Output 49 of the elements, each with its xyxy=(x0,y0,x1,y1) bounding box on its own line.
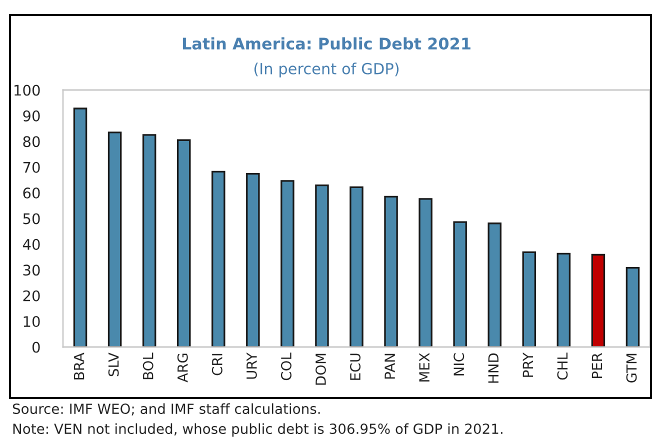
bar xyxy=(142,134,156,347)
x-tick-label: SLV xyxy=(108,352,119,376)
x-tick-label: PRY xyxy=(522,352,533,377)
bar xyxy=(626,267,640,347)
bar xyxy=(591,254,606,347)
y-tick-label: 50 xyxy=(23,213,40,224)
bar xyxy=(418,198,432,347)
x-tick-label: ARG xyxy=(177,354,188,382)
bar xyxy=(246,172,260,347)
x-tick-label: PER xyxy=(592,352,602,378)
y-tick-label: 80 xyxy=(23,136,40,148)
y-tick-label: 10 xyxy=(24,316,40,328)
bar xyxy=(108,132,122,347)
text: Note: VEN not included, whose public debt is 306.95% of GDP in 2021. xyxy=(13,423,502,437)
x-tick-label: COL xyxy=(280,352,292,380)
bar xyxy=(488,222,502,347)
x-tick-label: MEX xyxy=(419,352,430,382)
y-tick-label: 0 xyxy=(32,342,40,353)
y-tick-label: 60 xyxy=(23,188,40,199)
x-tick-label: ECU xyxy=(350,354,361,380)
chart-subtitle: (In percent of GDP) xyxy=(254,62,399,78)
y-tick-label: 90 xyxy=(23,110,40,122)
x-tick-label: BRA xyxy=(74,352,84,380)
x-tick-label: PAN xyxy=(384,354,395,379)
bar xyxy=(315,184,329,347)
x-tick-label: DOM xyxy=(315,354,326,385)
y-tick-label: 30 xyxy=(23,264,40,276)
bar xyxy=(280,180,294,347)
bar xyxy=(384,196,398,347)
y-tick-label: 20 xyxy=(23,290,40,302)
x-tick-label: URY xyxy=(246,352,257,379)
bar xyxy=(212,170,226,347)
chart-title: Latin America: Public Debt 2021 xyxy=(182,37,470,50)
bar xyxy=(176,139,191,347)
bar xyxy=(453,221,467,347)
x-tick-label: NIC xyxy=(454,353,464,376)
source-note: Source: IMF WEO; and IMF staff calculations. xyxy=(12,403,320,416)
bar xyxy=(73,108,88,347)
bar xyxy=(522,251,536,347)
x-tick-label: CRI xyxy=(212,354,222,376)
x-tick-label: GTM xyxy=(626,354,637,382)
y-tick-label: 40 xyxy=(22,238,40,250)
bar xyxy=(556,252,571,347)
bar xyxy=(350,186,364,347)
y-tick-label: 70 xyxy=(23,162,40,173)
y-tick-label: 100 xyxy=(14,84,40,96)
x-tick-label: CHL xyxy=(557,352,568,380)
x-tick-label: BOL xyxy=(142,352,154,380)
x-tick-label: HND xyxy=(488,353,498,383)
